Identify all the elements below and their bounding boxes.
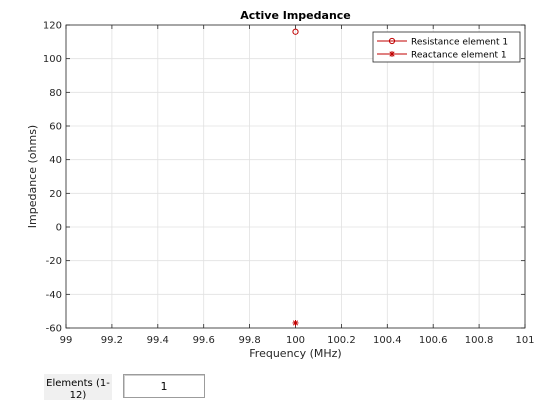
elements-control: Elements (1-12): [44, 374, 214, 400]
x-tick-label: 99.4: [147, 335, 169, 346]
y-tick-label: -20: [46, 256, 62, 267]
data-points: [292, 28, 299, 326]
legend: Resistance element 1 Reactance element 1: [372, 31, 521, 63]
x-tick-label: 101: [515, 335, 534, 346]
y-tick-label: 20: [49, 189, 62, 200]
legend-label: Reactance element 1: [411, 51, 507, 61]
x-tick-label: 100.2: [327, 335, 356, 346]
data-point: [292, 28, 299, 35]
axis-ticks: 99 99.2 99.4 99.6 99.8 100 100.2 100.4 100.6 100.…: [43, 21, 535, 347]
x-tick-label: 99.8: [238, 335, 260, 346]
y-tick-label: 120: [43, 21, 62, 32]
y-axis-label: Impedance (ohms): [26, 125, 39, 228]
elements-input[interactable]: [123, 374, 205, 398]
x-tick-label: 100.4: [373, 335, 402, 346]
legend-marker: [389, 51, 395, 57]
y-tick-label: -60: [46, 324, 62, 335]
chart-title: Active Impedance: [240, 9, 351, 22]
grid: [65, 24, 526, 329]
legend-label: Resistance element 1: [411, 38, 508, 48]
x-axis-label: Frequency (MHz): [249, 347, 341, 360]
y-tick-label: 60: [49, 122, 62, 133]
x-tick-label: 100.6: [419, 335, 448, 346]
elements-label: Elements (1-12): [44, 374, 112, 400]
legend-box: [372, 31, 521, 63]
legend-entry: Resistance element 1: [377, 38, 508, 48]
x-tick-label: 99.2: [101, 335, 123, 346]
x-tick-label: 99.6: [193, 335, 215, 346]
y-tick-label: 40: [49, 155, 62, 166]
data-point: [292, 319, 299, 326]
y-tick-label: 100: [43, 54, 62, 65]
legend-entry: Reactance element 1: [377, 51, 507, 61]
y-tick-label: 80: [49, 88, 62, 99]
x-tick-label: 99: [60, 335, 73, 346]
x-tick-label: 100: [286, 335, 305, 346]
legend-marker: [388, 37, 396, 45]
y-tick-label: 0: [56, 223, 62, 234]
y-tick-label: -40: [46, 290, 62, 301]
x-tick-label: 100.8: [465, 335, 494, 346]
